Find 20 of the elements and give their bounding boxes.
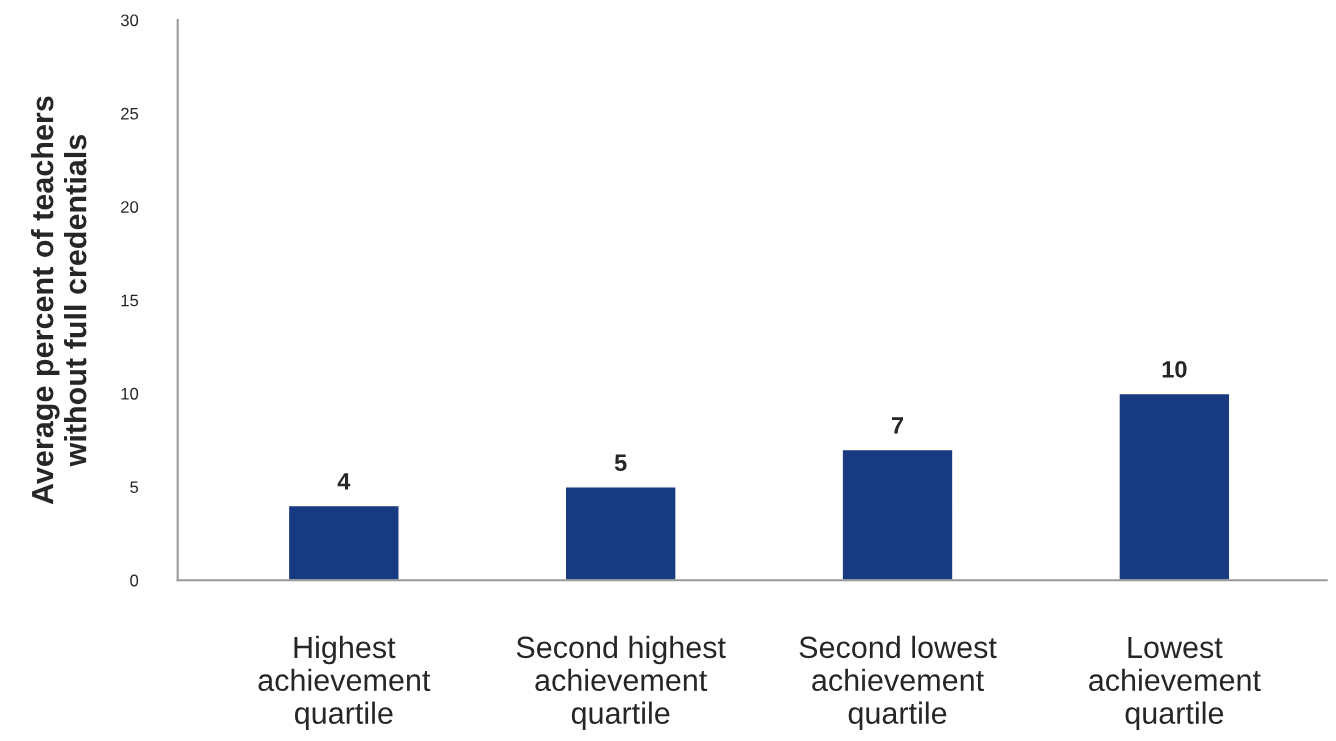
y-tick-label: 25 xyxy=(121,107,139,120)
bar xyxy=(1118,392,1231,581)
y-tick-label: 15 xyxy=(121,294,139,307)
data-label: 4 xyxy=(337,473,351,490)
y-tick-label: 30 xyxy=(120,14,139,27)
x-tick-label: Second lowest achievement quartile xyxy=(799,635,997,731)
y-axis-title: Average percent of teachers without full credentials xyxy=(30,96,87,505)
x-tick-label: Lowest achievement quartile xyxy=(1089,636,1261,731)
y-tick-label: 5 xyxy=(130,481,139,494)
y-tick-label: 10 xyxy=(121,387,139,400)
data-label: 7 xyxy=(891,417,904,434)
x-tick-label: Highest achievement quartile xyxy=(258,635,431,731)
y-tick-label: 20 xyxy=(121,201,139,213)
y-tick-label: 0 xyxy=(130,574,139,587)
bar xyxy=(564,486,677,581)
x-tick-label: Second highest achievement quartile xyxy=(516,635,726,731)
data-label: 10 xyxy=(1162,360,1187,378)
bar xyxy=(287,504,400,581)
bar xyxy=(841,448,954,581)
data-label: 5 xyxy=(614,454,627,472)
